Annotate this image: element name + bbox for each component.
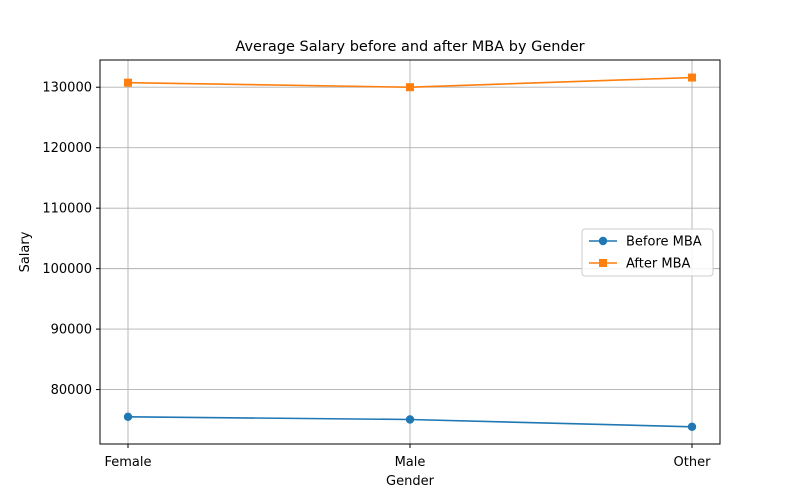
data-point-after-mba [406, 83, 414, 92]
y-tick-label: 80000 [51, 383, 92, 398]
x-tick-label: Female [104, 455, 151, 470]
axis-ticks: Female Male Other 80000 90000 100000 110000 120… [42, 81, 711, 470]
y-tick-label: 90000 [51, 323, 92, 338]
legend-marker-before-mba [598, 236, 608, 246]
data-point-before-mba [687, 422, 697, 431]
data-point-before-mba [405, 415, 415, 424]
y-tick-label: 110000 [42, 202, 92, 217]
data-point-after-mba [688, 73, 696, 82]
y-tick-label: 130000 [42, 81, 92, 96]
series-layer [123, 73, 697, 431]
y-tick-label: 120000 [42, 141, 92, 156]
y-axis-label: Salary [18, 231, 33, 272]
x-tick-label: Other [674, 455, 712, 470]
legend-marker-after-mba [599, 259, 607, 267]
data-point-after-mba [124, 78, 132, 87]
x-axis-label: Gender [386, 474, 435, 489]
chart-title: Average Salary before and after MBA by G… [235, 39, 584, 55]
y-tick-label: 100000 [42, 262, 92, 277]
data-point-before-mba [123, 412, 133, 421]
legend-label-after-mba: After MBA [626, 257, 690, 272]
x-tick-label: Male [395, 455, 426, 470]
legend-label-before-mba: Before MBA [626, 235, 702, 250]
legend: Before MBA After MBA [581, 228, 714, 277]
